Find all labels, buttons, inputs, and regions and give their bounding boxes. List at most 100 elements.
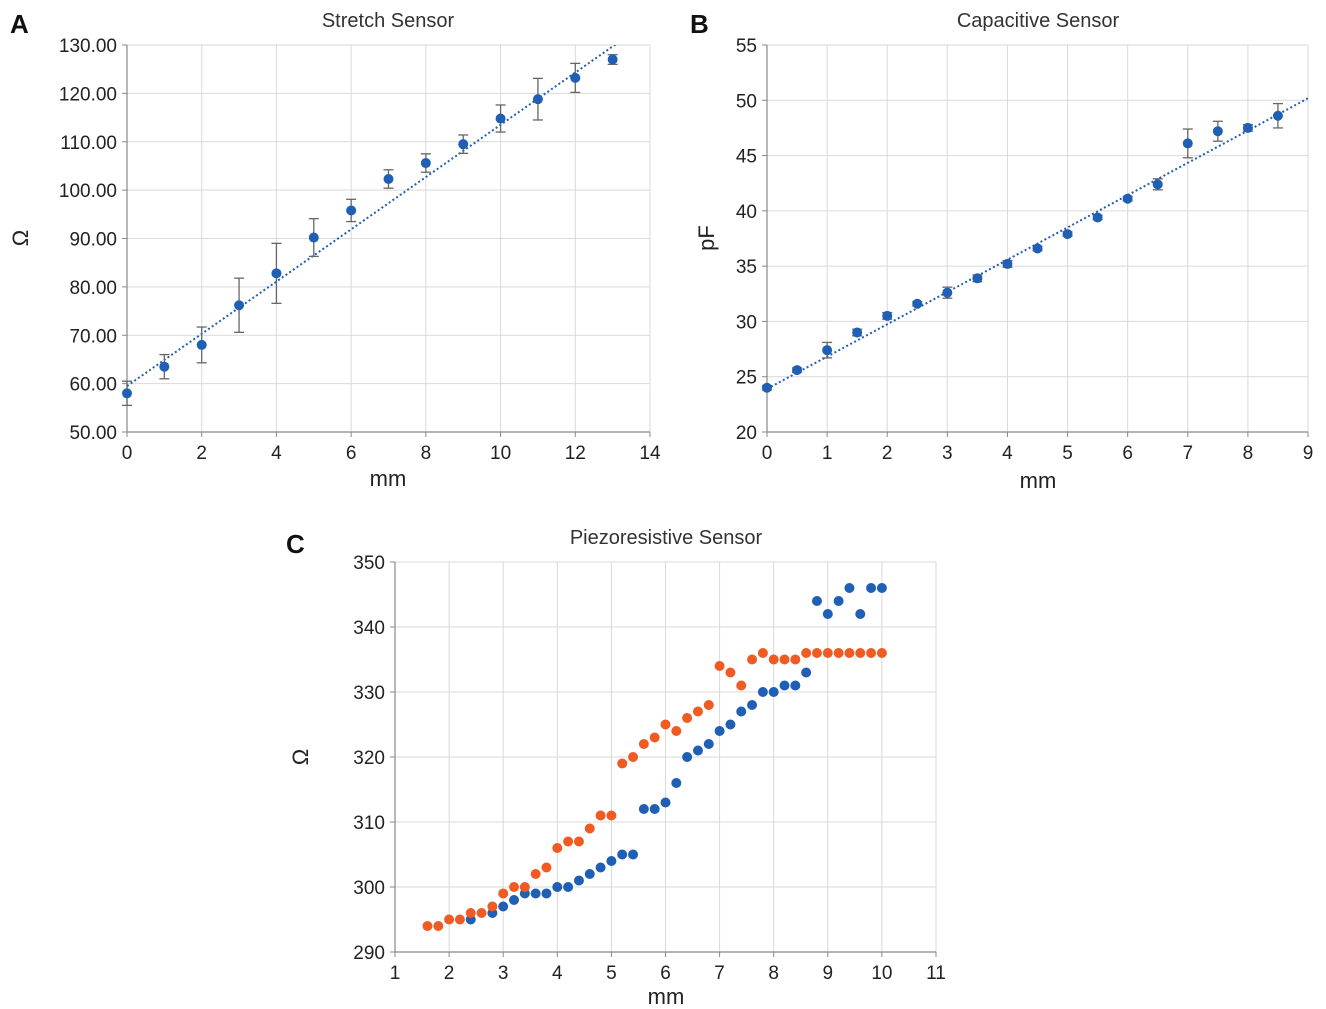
x-tick-label: 2	[882, 443, 893, 464]
error-bars	[762, 102, 1283, 391]
x-tick-labels: 1 2 3 4 5 6 7 8 9 10 11	[390, 963, 946, 984]
data-point	[682, 713, 693, 723]
y-axis-label: Ω	[8, 230, 33, 246]
trendline-path	[127, 45, 617, 387]
data-point	[422, 921, 433, 931]
data-point	[703, 739, 714, 749]
data-point	[519, 882, 530, 892]
y-tick-label: 50.00	[69, 423, 117, 444]
data-point	[308, 232, 319, 243]
x-tick-label: 1	[822, 443, 833, 464]
x-tick-label: 0	[122, 443, 133, 464]
y-tick-label: 130.00	[59, 36, 117, 57]
data-point	[790, 654, 801, 665]
data-point	[584, 869, 595, 879]
data-point	[1152, 179, 1163, 190]
data-point	[563, 882, 574, 892]
data-point	[383, 173, 394, 184]
y-tick-label: 25	[736, 368, 757, 389]
data-point	[649, 732, 660, 743]
data-point	[495, 113, 506, 124]
data-point	[1122, 193, 1133, 204]
data-point	[606, 810, 617, 821]
data-point	[1032, 243, 1043, 254]
x-tick-label: 2	[444, 963, 455, 984]
data-point	[498, 888, 509, 899]
data-point	[855, 648, 866, 658]
y-tick-label: 45	[736, 147, 757, 168]
data-point	[607, 54, 618, 65]
data-point	[552, 843, 563, 853]
data-point	[196, 339, 207, 350]
data-point	[779, 680, 790, 691]
data-point	[671, 778, 682, 788]
panel-letter-a: A	[10, 9, 29, 39]
y-tick-label: 290	[353, 943, 385, 964]
y-tick-label: 300	[353, 878, 385, 899]
x-tick-label: 8	[1243, 443, 1254, 464]
x-tick-label: 10	[871, 963, 892, 984]
data-point	[234, 300, 245, 311]
x-tick-labels: 0 1 2 3 4 5 6 7 8 9	[762, 443, 1314, 464]
chart-title: Piezoresistive Sensor	[570, 527, 763, 549]
x-tick-label: 5	[1062, 443, 1073, 464]
y-tick-label: 90.00	[69, 230, 117, 251]
x-tick-label: 1	[390, 963, 401, 984]
x-tick-label: 12	[565, 443, 586, 464]
data-point	[638, 739, 649, 749]
data-point	[671, 726, 682, 736]
data-point	[942, 287, 953, 298]
data-point	[747, 654, 758, 665]
data-point	[692, 706, 703, 717]
y-tick-labels: 50.00 60.00 70.00 80.00 90.00 100.00 110.00 120…	[59, 36, 117, 444]
x-tick-label: 7	[714, 963, 725, 984]
x-tick-label: 3	[498, 963, 509, 984]
x-tick-label: 6	[346, 443, 357, 464]
chart-title: Capacitive Sensor	[957, 10, 1120, 32]
data-point	[833, 648, 844, 658]
data-point	[444, 914, 455, 925]
data-point	[801, 667, 812, 678]
data-point	[822, 345, 833, 356]
data-point	[736, 680, 747, 691]
data-point	[703, 700, 714, 710]
stretch-sensor-chart: A Stretch Sensor mm Ω 0 2 4 6 8 10 12 14 50.00 6…	[8, 9, 661, 491]
grid	[390, 561, 937, 957]
x-axis-label: mm	[370, 466, 407, 491]
data-point	[801, 648, 812, 658]
data-point	[570, 72, 581, 83]
x-tick-label: 11	[926, 963, 946, 984]
trendline	[127, 45, 617, 387]
x-tick-label: 4	[552, 963, 563, 984]
data-point	[972, 273, 983, 284]
data-point	[811, 648, 822, 658]
x-tick-label: 9	[1303, 443, 1314, 464]
x-tick-labels: 0 2 4 6 8 10 12 14	[122, 443, 661, 464]
x-tick-label: 9	[823, 963, 834, 984]
data-point	[768, 687, 779, 697]
data-point	[465, 908, 476, 918]
data-point	[509, 882, 520, 892]
data-points	[762, 110, 1283, 393]
data-point	[1002, 258, 1013, 269]
y-tick-label: 20	[736, 423, 757, 444]
y-tick-label: 110.00	[60, 133, 117, 154]
y-tick-label: 55	[736, 36, 757, 57]
y-tick-labels: 290 300 310 320 330 340 350	[353, 553, 385, 964]
data-point	[563, 836, 574, 847]
data-points	[122, 54, 618, 399]
data-point	[866, 648, 877, 658]
data-point	[476, 908, 487, 918]
x-tick-label: 6	[1122, 443, 1133, 464]
data-points	[422, 583, 887, 931]
data-point	[876, 648, 887, 658]
y-tick-label: 340	[353, 618, 385, 639]
data-point	[595, 862, 606, 873]
data-point	[532, 94, 543, 105]
data-point	[833, 596, 844, 606]
data-point	[1272, 110, 1283, 121]
y-tick-label: 50	[736, 91, 757, 112]
data-point	[509, 895, 520, 905]
x-tick-label: 5	[606, 963, 617, 984]
data-point	[573, 875, 584, 886]
